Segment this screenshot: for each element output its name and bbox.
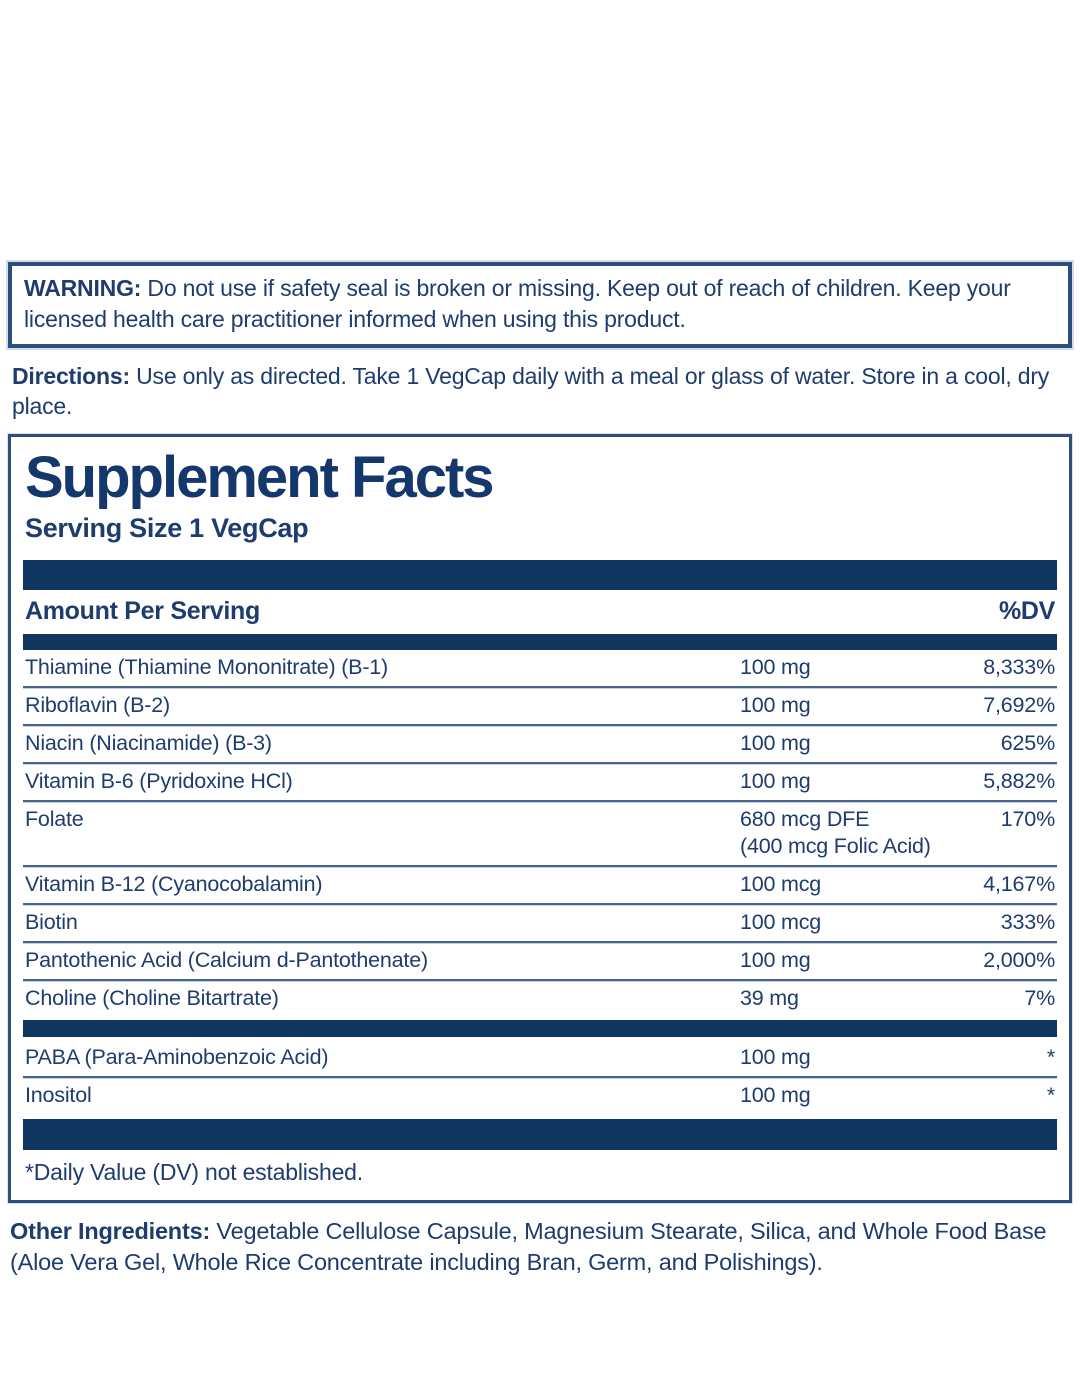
directions-label: Directions: xyxy=(12,363,130,389)
nutrient-amount: 100 mg xyxy=(740,654,945,681)
divider-bar-bottom xyxy=(23,1119,1057,1150)
table-row: Folate 680 mcg DFE (400 mcg Folic Acid) 1… xyxy=(23,800,1057,865)
nutrient-amount-value: 100 mg xyxy=(740,948,811,972)
table-row: Biotin 100 mcg 333% xyxy=(23,903,1057,941)
nutrient-dv: 5,882% xyxy=(983,769,1055,793)
nutrient-dv: * xyxy=(1046,1083,1055,1107)
nutrient-amount: 680 mcg DFE (400 mcg Folic Acid) xyxy=(740,806,945,860)
supplement-facts-title: Supplement Facts xyxy=(25,445,495,510)
label-content: WARNING: Do not use if safety seal is br… xyxy=(8,262,1072,1278)
table-row: Vitamin B-6 (Pyridoxine HCl) 100 mg 5,88… xyxy=(23,762,1057,800)
other-ingredients: Other Ingredients: Vegetable Cellulose C… xyxy=(10,1216,1072,1278)
nutrient-dv: 625% xyxy=(1000,731,1055,755)
directions: Directions: Use only as directed. Take 1… xyxy=(12,361,1072,421)
nutrient-amount: 100 mcg xyxy=(740,871,945,898)
nutrient-amount: 100 mg xyxy=(740,1082,945,1109)
nutrient-dv: 4,167% xyxy=(983,872,1055,896)
nutrient-name: Biotin xyxy=(25,910,78,934)
supplement-facts-panel: Supplement Facts Serving Size 1 VegCap A… xyxy=(8,434,1072,1203)
nutrient-amount-value: 100 mcg xyxy=(740,872,822,896)
nutrient-dv: 8,333% xyxy=(983,655,1055,679)
nutrient-amount: 39 mg xyxy=(740,985,945,1012)
nutrient-rows-additional: PABA (Para-Aminobenzoic Acid) 100 mg * I… xyxy=(23,1040,1057,1114)
nutrient-name: Vitamin B-12 (Cyanocobalamin) xyxy=(25,872,323,896)
nutrient-amount-value: 680 mcg DFE xyxy=(740,807,870,831)
nutrient-amount-value: 100 mcg xyxy=(740,910,822,934)
nutrient-name: Pantothenic Acid (Calcium d-Pantothenate… xyxy=(25,948,428,972)
table-row: Thiamine (Thiamine Mononitrate) (B-1) 10… xyxy=(23,650,1057,686)
nutrient-amount-value: 39 mg xyxy=(740,986,799,1010)
other-ingredients-label: Other Ingredients: xyxy=(10,1218,211,1244)
nutrient-rows-main: Thiamine (Thiamine Mononitrate) (B-1) 10… xyxy=(23,650,1057,1017)
warning-text: Do not use if safety seal is broken or m… xyxy=(24,275,1011,332)
nutrient-dv: 170% xyxy=(1000,807,1055,831)
nutrient-dv: 2,000% xyxy=(983,948,1055,972)
serving-size: Serving Size 1 VegCap xyxy=(25,513,309,543)
nutrient-dv: 7% xyxy=(1024,986,1055,1010)
amount-per-serving-header: Amount Per Serving xyxy=(25,597,260,625)
nutrient-amount-value: 100 mg xyxy=(740,1083,811,1107)
nutrient-dv: * xyxy=(1046,1045,1055,1069)
warning-box: WARNING: Do not use if safety seal is br… xyxy=(8,262,1072,348)
nutrient-amount: 100 mg xyxy=(740,730,945,757)
nutrient-name: Inositol xyxy=(25,1083,92,1107)
nutrient-amount: 100 mg xyxy=(740,1044,945,1071)
table-row: Choline (Choline Bitartrate) 39 mg 7% xyxy=(23,979,1057,1017)
table-row: Inositol 100 mg * xyxy=(23,1076,1057,1114)
table-row: PABA (Para-Aminobenzoic Acid) 100 mg * xyxy=(23,1040,1057,1076)
nutrient-name: Thiamine (Thiamine Mononitrate) (B-1) xyxy=(25,655,389,679)
divider-bar-header xyxy=(23,634,1057,650)
nutrient-amount-value: 100 mg xyxy=(740,769,811,793)
nutrient-amount-note: (400 mcg Folic Acid) xyxy=(740,834,931,858)
nutrient-amount: 100 mcg xyxy=(740,909,945,936)
nutrient-amount-value: 100 mg xyxy=(740,655,811,679)
nutrient-dv: 7,692% xyxy=(983,693,1055,717)
dv-header: %DV xyxy=(998,597,1055,625)
directions-text: Use only as directed. Take 1 VegCap dail… xyxy=(12,363,1050,419)
nutrient-name: Choline (Choline Bitartrate) xyxy=(25,986,279,1010)
dv-footnote: *Daily Value (DV) not established. xyxy=(25,1159,363,1185)
table-row: Riboflavin (B-2) 100 mg 7,692% xyxy=(23,686,1057,724)
nutrient-amount-value: 100 mg xyxy=(740,1045,811,1069)
table-row: Pantothenic Acid (Calcium d-Pantothenate… xyxy=(23,941,1057,979)
nutrient-amount-value: 100 mg xyxy=(740,731,811,755)
table-row: Vitamin B-12 (Cyanocobalamin) 100 mcg 4,… xyxy=(23,865,1057,903)
nutrient-name: Riboflavin (B-2) xyxy=(25,693,170,717)
warning-label: WARNING: xyxy=(24,275,142,301)
nutrient-amount: 100 mg xyxy=(740,768,945,795)
nutrient-amount: 100 mg xyxy=(740,692,945,719)
nutrient-amount-value: 100 mg xyxy=(740,693,811,717)
table-header: Amount Per Serving %DV xyxy=(23,590,1057,634)
nutrient-name: Vitamin B-6 (Pyridoxine HCl) xyxy=(25,769,293,793)
divider-bar-top xyxy=(23,560,1057,590)
nutrient-name: PABA (Para-Aminobenzoic Acid) xyxy=(25,1045,329,1069)
nutrient-name: Folate xyxy=(25,807,84,831)
divider-bar-section xyxy=(23,1020,1057,1037)
table-row: Niacin (Niacinamide) (B-3) 100 mg 625% xyxy=(23,724,1057,762)
nutrient-dv: 333% xyxy=(1000,910,1055,934)
other-ingredients-text: Vegetable Cellulose Capsule, Magnesium S… xyxy=(10,1218,1047,1275)
nutrient-amount: 100 mg xyxy=(740,947,945,974)
nutrient-name: Niacin (Niacinamide) (B-3) xyxy=(25,731,272,755)
